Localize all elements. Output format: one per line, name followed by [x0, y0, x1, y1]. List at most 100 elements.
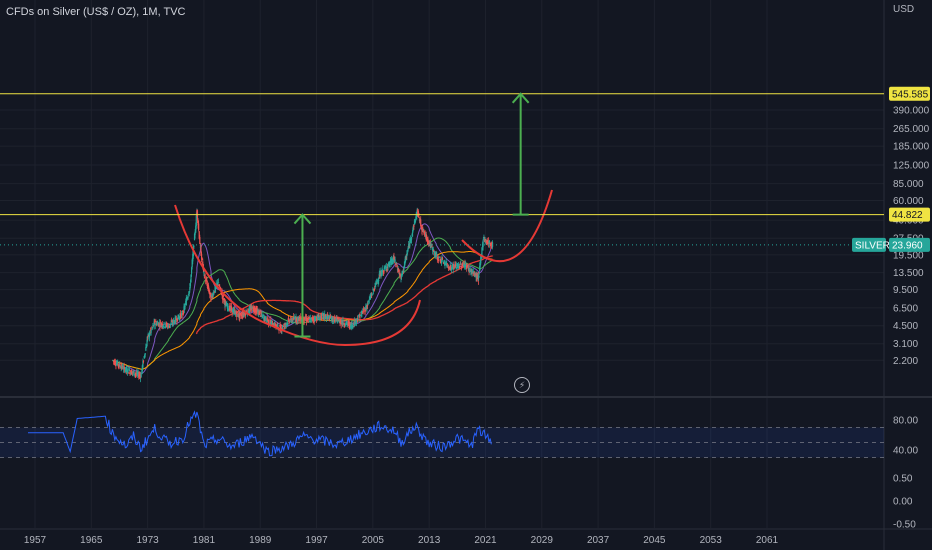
- candle-body: [146, 339, 148, 347]
- candle-body: [489, 242, 491, 244]
- candle-body: [478, 265, 481, 271]
- candle-body: [213, 292, 215, 295]
- candle-body: [416, 213, 418, 218]
- candle-body: [131, 372, 133, 374]
- candle-body: [400, 275, 403, 278]
- candle-body: [268, 318, 270, 324]
- candle-body: [306, 320, 308, 322]
- candle-body: [308, 317, 310, 319]
- candle-body: [134, 374, 136, 376]
- candle-body: [406, 252, 409, 254]
- candle-body: [335, 318, 338, 321]
- candle-body: [141, 365, 143, 372]
- candle-body: [318, 315, 320, 318]
- candle-body: [206, 280, 208, 285]
- candle-body: [200, 246, 202, 256]
- candle-body: [240, 313, 242, 314]
- candle-body: [329, 315, 331, 318]
- candle-body: [160, 325, 162, 327]
- price-tick-label: 125.000: [893, 161, 930, 172]
- candle-body: [154, 320, 156, 324]
- price-tick-label: 9.500: [893, 285, 918, 296]
- candle-body: [213, 290, 216, 293]
- candle-body: [219, 287, 221, 288]
- candle-body: [244, 312, 247, 316]
- candle-body: [189, 282, 192, 287]
- candle-body: [304, 316, 306, 320]
- candle-body: [448, 267, 450, 270]
- candle-body: [227, 304, 229, 309]
- candle-body: [155, 320, 157, 323]
- candle-body: [316, 315, 318, 321]
- candle-body: [208, 289, 210, 294]
- candle-body: [436, 258, 438, 260]
- price-tick-label: 6.500: [893, 303, 918, 314]
- candle-body: [184, 305, 186, 307]
- candle-body: [422, 229, 424, 230]
- candle-body: [460, 263, 462, 265]
- candle-body: [412, 229, 414, 233]
- candle-body: [403, 261, 406, 268]
- candle-body: [481, 247, 483, 257]
- chart-title: CFDs on Silver (US$ / OZ), 1M, TVC: [6, 6, 186, 18]
- candle-body: [406, 253, 408, 257]
- candle-body: [252, 306, 254, 308]
- candle-body: [310, 317, 312, 322]
- candle-body: [458, 264, 460, 268]
- candle-body: [211, 294, 213, 298]
- candle-body: [437, 255, 439, 259]
- candle-body: [170, 322, 172, 325]
- candle-body: [396, 265, 398, 268]
- candle-body: [259, 315, 261, 317]
- candle-body: [410, 237, 413, 240]
- candle-body: [266, 321, 268, 323]
- candle-body: [297, 316, 299, 319]
- candle-body: [362, 308, 365, 310]
- candle-body: [362, 310, 364, 313]
- candle-body: [460, 266, 463, 268]
- candle-body: [181, 312, 183, 315]
- candle-body: [182, 314, 184, 315]
- candle-body: [290, 318, 292, 321]
- candle-body: [405, 257, 407, 259]
- flash-icon[interactable]: ⚡: [514, 377, 530, 393]
- candle-body: [469, 268, 471, 270]
- candle-body: [222, 295, 224, 300]
- candle-body: [363, 310, 365, 312]
- candle-body: [403, 266, 405, 271]
- time-tick-label: 2037: [587, 535, 610, 546]
- candle-body: [446, 264, 448, 266]
- candle-body: [319, 316, 321, 318]
- candle-body: [425, 233, 427, 240]
- candle-body: [479, 261, 481, 268]
- candle-body: [407, 248, 409, 250]
- candle-body: [328, 318, 331, 321]
- candle-body: [225, 302, 227, 304]
- price-tick-label: 2.200: [893, 356, 918, 367]
- candle-body: [127, 372, 129, 374]
- osc-tick-label: 0.50: [893, 474, 913, 485]
- candle-body: [470, 269, 472, 272]
- price-tag-label: 23.960: [892, 240, 923, 251]
- candle-body: [358, 314, 360, 316]
- candle-body: [415, 219, 417, 221]
- candle-body: [463, 264, 465, 268]
- candle-body: [393, 258, 396, 260]
- candle-body: [114, 360, 116, 365]
- candle-body: [308, 318, 311, 319]
- candle-body: [154, 323, 156, 326]
- candle-body: [145, 346, 147, 351]
- candle-body: [192, 254, 194, 262]
- candle-body: [171, 321, 173, 322]
- candle-body: [461, 263, 463, 267]
- candle-body: [198, 223, 200, 231]
- candle-body: [180, 314, 182, 318]
- price-tick-label: 3.100: [893, 339, 918, 350]
- candle-body: [480, 256, 482, 264]
- candle-body: [112, 360, 114, 362]
- osc-tick-label: 80.00: [893, 416, 918, 427]
- candle-body: [324, 314, 326, 318]
- candle-body: [256, 308, 258, 314]
- candle-body: [330, 317, 332, 319]
